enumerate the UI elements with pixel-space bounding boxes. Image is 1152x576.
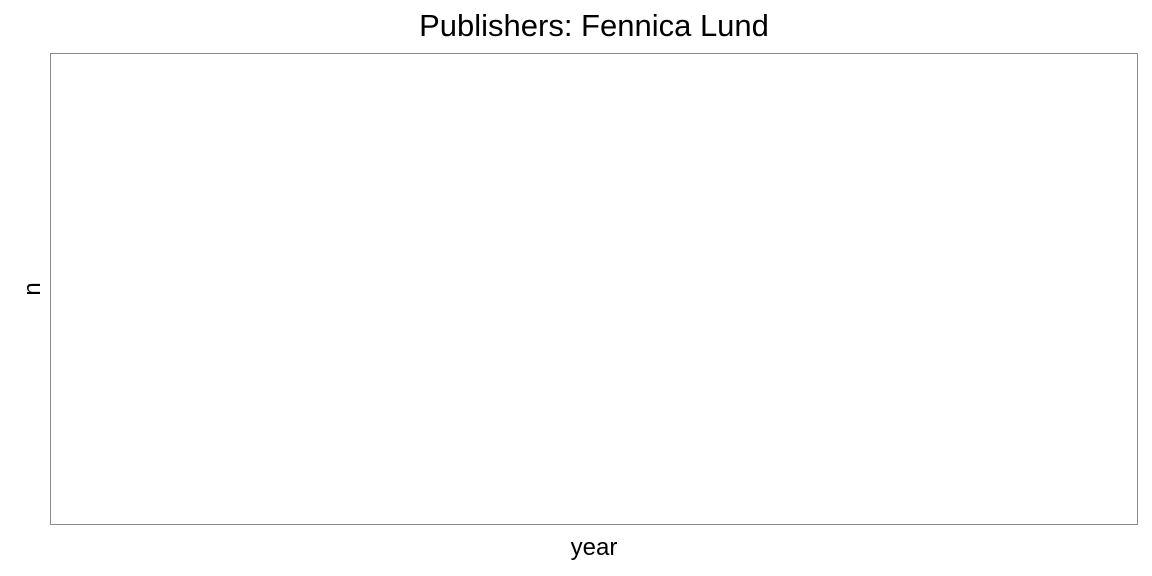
plot-panel [50, 53, 1138, 525]
x-axis-title: year [570, 534, 618, 561]
y-axis-title: n [19, 282, 46, 296]
chart-title: Publishers: Fennica Lund [419, 8, 769, 43]
